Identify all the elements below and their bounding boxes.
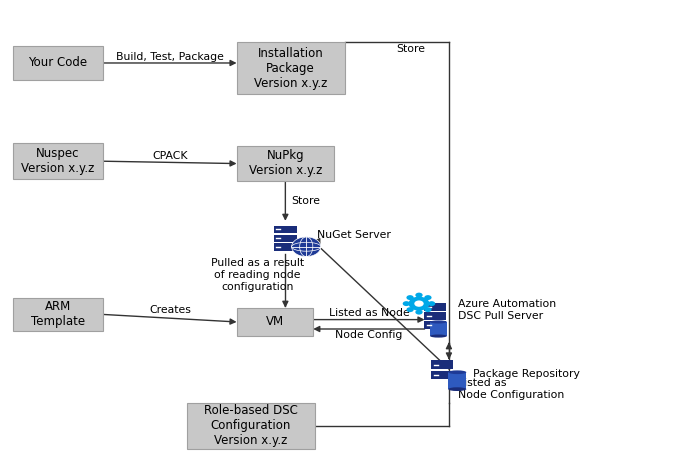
Text: ARM
Template: ARM Template — [31, 300, 85, 329]
Text: VM: VM — [266, 315, 284, 329]
FancyBboxPatch shape — [13, 143, 103, 179]
Bar — [424, 321, 446, 329]
FancyBboxPatch shape — [237, 42, 345, 94]
Bar — [274, 243, 297, 251]
FancyBboxPatch shape — [13, 298, 103, 331]
Text: Listed as Node: Listed as Node — [329, 308, 409, 319]
Bar — [431, 371, 453, 379]
Text: Your Code: Your Code — [29, 56, 87, 70]
Circle shape — [425, 307, 432, 312]
Text: NuPkg
Version x.y.z: NuPkg Version x.y.z — [248, 149, 322, 177]
FancyBboxPatch shape — [237, 308, 313, 336]
Circle shape — [416, 310, 422, 314]
Text: Nuspec
Version x.y.z: Nuspec Version x.y.z — [21, 147, 95, 175]
FancyBboxPatch shape — [13, 46, 103, 80]
Text: Creates: Creates — [149, 305, 191, 315]
Text: Store: Store — [291, 196, 320, 206]
Bar — [274, 226, 297, 233]
Bar — [430, 322, 447, 336]
Text: Listed as
Node Configuration: Listed as Node Configuration — [458, 378, 564, 400]
Ellipse shape — [448, 370, 466, 374]
Text: Pulled as a result
of reading node
configuration: Pulled as a result of reading node confi… — [211, 258, 304, 291]
Text: Role-based DSC
Configuration
Version x.y.z: Role-based DSC Configuration Version x.y… — [204, 404, 298, 447]
Bar — [424, 303, 446, 311]
FancyBboxPatch shape — [237, 146, 334, 181]
Circle shape — [409, 297, 429, 311]
Bar — [274, 235, 297, 242]
Circle shape — [292, 237, 321, 257]
Text: CPACK: CPACK — [152, 150, 188, 161]
Ellipse shape — [448, 387, 466, 391]
Circle shape — [428, 301, 435, 306]
Text: NuGet Server: NuGet Server — [317, 230, 390, 240]
FancyBboxPatch shape — [187, 403, 315, 449]
Text: Build, Test, Package: Build, Test, Package — [116, 52, 223, 63]
Bar — [424, 312, 446, 320]
Circle shape — [416, 293, 422, 298]
Text: Installation
Package
Version x.y.z: Installation Package Version x.y.z — [254, 47, 327, 90]
Text: Azure Automation
DSC Pull Server: Azure Automation DSC Pull Server — [458, 299, 556, 321]
Circle shape — [406, 295, 413, 300]
Bar — [448, 372, 466, 389]
Circle shape — [403, 301, 410, 306]
Circle shape — [425, 295, 432, 300]
Ellipse shape — [430, 321, 447, 323]
Text: Store: Store — [397, 44, 426, 54]
Ellipse shape — [430, 335, 447, 337]
Circle shape — [406, 307, 413, 312]
Circle shape — [414, 300, 424, 307]
Text: Package Repository: Package Repository — [473, 368, 580, 379]
Text: Node Config: Node Config — [335, 329, 402, 340]
Bar — [431, 360, 453, 369]
